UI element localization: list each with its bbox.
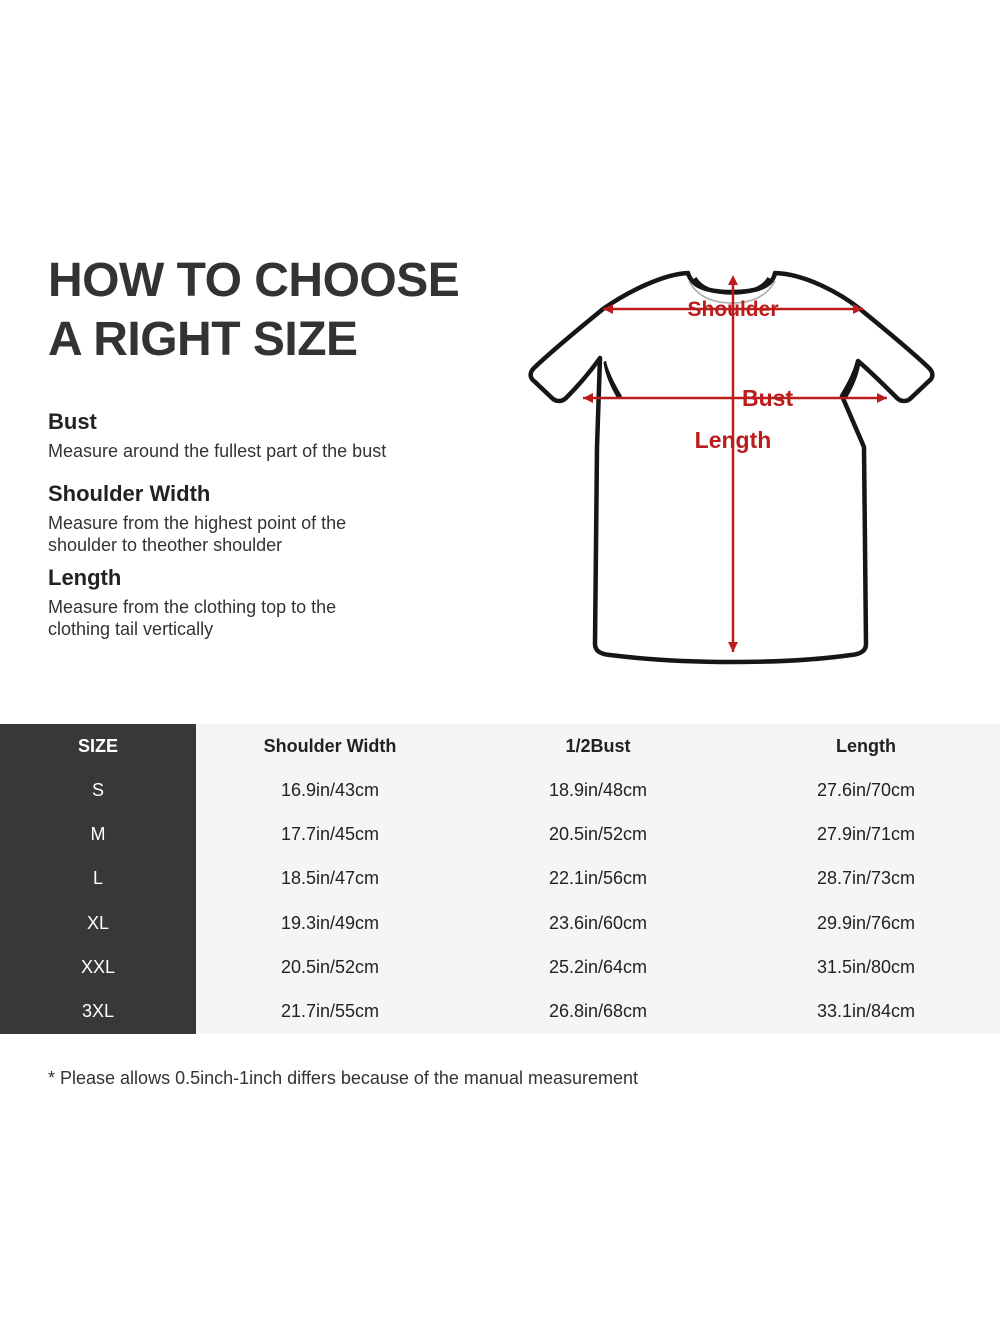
- svg-text:Bust: Bust: [742, 385, 793, 411]
- svg-text:Length: Length: [695, 427, 772, 453]
